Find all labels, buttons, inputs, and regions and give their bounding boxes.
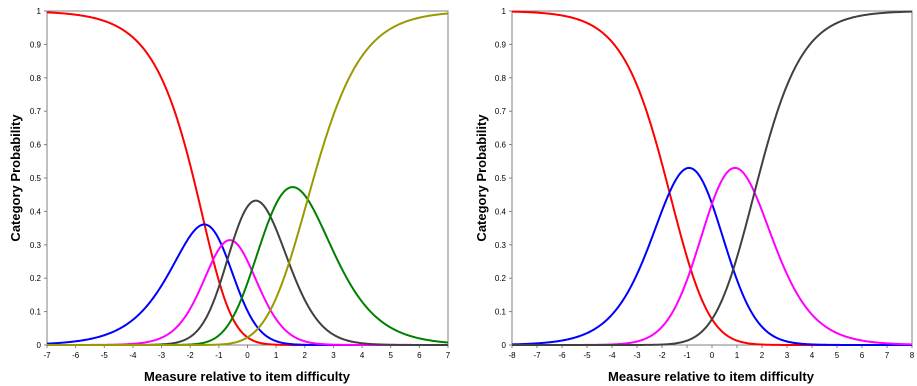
x-tick-label: -1 xyxy=(215,351,223,360)
y-tick-label: 0.5 xyxy=(30,174,42,183)
x-tick-label: 4 xyxy=(810,351,815,360)
x-tick-label: 7 xyxy=(885,351,890,360)
x-tick-label: 2 xyxy=(760,351,765,360)
x-tick-label: 1 xyxy=(274,351,279,360)
y-ticks-right: 0 0.1 0.2 0.3 0.4 0.5 0.6 0.7 0.8 0.9 1 xyxy=(495,7,512,350)
x-ticks-right: -8 -7 -6 -5 -4 -3 -2 -1 0 1 2 3 4 5 6 7 8 xyxy=(508,345,915,360)
y-tick-label: 0.7 xyxy=(495,107,507,116)
x-axis-label-right: Measure relative to item difficulty xyxy=(608,369,815,384)
y-tick-label: 0 xyxy=(37,341,42,350)
y-tick-label: 0.6 xyxy=(30,141,42,150)
x-tick-label: 4 xyxy=(360,351,365,360)
y-tick-label: 0.2 xyxy=(495,274,507,283)
x-tick-label: -7 xyxy=(533,351,541,360)
x-tick-label: -3 xyxy=(633,351,641,360)
y-tick-label: 0.4 xyxy=(30,207,42,216)
y-tick-label: 0.3 xyxy=(30,241,42,250)
chart-left: 0 0.1 0.2 0.3 0.4 0.5 0.6 0.7 0.8 0.9 1 -7 -6 -5 -4 -3… xyxy=(8,7,451,384)
x-tick-label: -4 xyxy=(129,351,137,360)
y-tick-label: 0.2 xyxy=(30,274,42,283)
y-ticks-left: 0 0.1 0.2 0.3 0.4 0.5 0.6 0.7 0.8 0.9 1 xyxy=(30,7,47,350)
x-tick-label: 1 xyxy=(735,351,740,360)
x-tick-label: 6 xyxy=(417,351,422,360)
x-tick-label: 8 xyxy=(910,351,915,360)
y-tick-label: 0.3 xyxy=(495,241,507,250)
y-tick-label: 0.4 xyxy=(495,207,507,216)
y-tick-label: 0.5 xyxy=(495,174,507,183)
x-tick-label: -6 xyxy=(72,351,80,360)
x-tick-label: 3 xyxy=(785,351,790,360)
y-tick-label: 0.9 xyxy=(495,40,507,49)
x-tick-label: -2 xyxy=(187,351,195,360)
chart-right: 0 0.1 0.2 0.3 0.4 0.5 0.6 0.7 0.8 0.9 1 -8 -7 -6 -5 -4… xyxy=(474,7,915,384)
x-tick-label: 3 xyxy=(331,351,336,360)
y-tick-label: 0.9 xyxy=(30,40,42,49)
y-tick-label: 1 xyxy=(502,7,507,16)
y-axis-label-left: Category Probability xyxy=(8,114,23,242)
x-tick-label: 0 xyxy=(710,351,715,360)
y-tick-label: 0 xyxy=(502,341,507,350)
x-tick-label: -8 xyxy=(508,351,516,360)
x-tick-label: 2 xyxy=(303,351,308,360)
series-line-right-3 xyxy=(512,10,913,346)
x-tick-label: -5 xyxy=(101,351,109,360)
x-tick-label: -3 xyxy=(158,351,166,360)
x-tick-label: 0 xyxy=(245,351,250,360)
y-tick-label: 0.8 xyxy=(495,74,507,83)
y-tick-label: 0.1 xyxy=(30,308,42,317)
x-tick-label: -5 xyxy=(583,351,591,360)
x-ticks-left: -7 -6 -5 -4 -3 -2 -1 0 1 2 3 4 5 6 7 xyxy=(43,345,451,360)
x-tick-label: 7 xyxy=(446,351,451,360)
x-tick-label: 6 xyxy=(860,351,865,360)
plot-frame-left xyxy=(46,10,449,346)
y-tick-label: 0.1 xyxy=(495,308,507,317)
y-tick-label: 0.7 xyxy=(30,107,42,116)
y-tick-label: 0.8 xyxy=(30,74,42,83)
x-tick-label: -2 xyxy=(658,351,666,360)
plot-frame-right xyxy=(511,10,913,346)
series-group-right xyxy=(511,10,913,346)
x-axis-label-left: Measure relative to item difficulty xyxy=(144,369,351,384)
x-tick-label: 5 xyxy=(388,351,393,360)
series-group-left xyxy=(46,11,449,346)
x-tick-label: -6 xyxy=(558,351,566,360)
x-tick-label: 5 xyxy=(835,351,840,360)
x-tick-label: -1 xyxy=(683,351,691,360)
series-line-left-5 xyxy=(47,12,449,346)
y-axis-label-right: Category Probability xyxy=(474,114,489,242)
y-tick-label: 1 xyxy=(37,7,42,16)
x-tick-label: -4 xyxy=(608,351,616,360)
y-tick-label: 0.6 xyxy=(495,141,507,150)
x-tick-label: -7 xyxy=(43,351,51,360)
